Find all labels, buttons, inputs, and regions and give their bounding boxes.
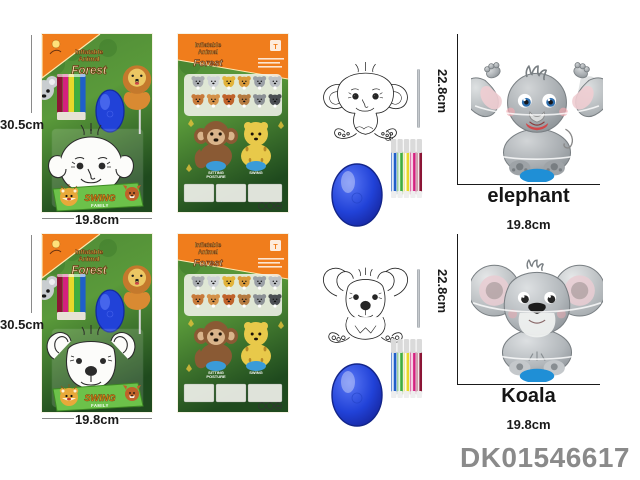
svg-text:FAMILY: FAMILY bbox=[91, 403, 109, 408]
svg-text:Inflatable: Inflatable bbox=[195, 43, 222, 49]
svg-text:Animal: Animal bbox=[198, 250, 218, 256]
svg-text:Forest: Forest bbox=[193, 258, 223, 269]
svg-text:POSTURE: POSTURE bbox=[206, 174, 226, 179]
svg-text:Inflatable: Inflatable bbox=[195, 243, 222, 249]
svg-text:Animal: Animal bbox=[198, 50, 218, 56]
svg-text:Animal: Animal bbox=[78, 56, 100, 63]
svg-text:SWING: SWING bbox=[84, 193, 115, 203]
svg-text:Forest: Forest bbox=[193, 58, 223, 69]
svg-text:T: T bbox=[273, 244, 278, 251]
svg-text:SWING: SWING bbox=[249, 170, 263, 175]
svg-text:Animal: Animal bbox=[78, 256, 100, 263]
svg-text:FAMILY: FAMILY bbox=[91, 203, 109, 208]
svg-text:SWING: SWING bbox=[84, 393, 115, 403]
svg-text:Inflatable: Inflatable bbox=[75, 49, 103, 56]
svg-text:POSTURE: POSTURE bbox=[206, 374, 226, 379]
svg-text:T: T bbox=[273, 44, 278, 51]
svg-text:SWING: SWING bbox=[249, 370, 263, 375]
svg-text:Inflatable: Inflatable bbox=[75, 249, 103, 256]
